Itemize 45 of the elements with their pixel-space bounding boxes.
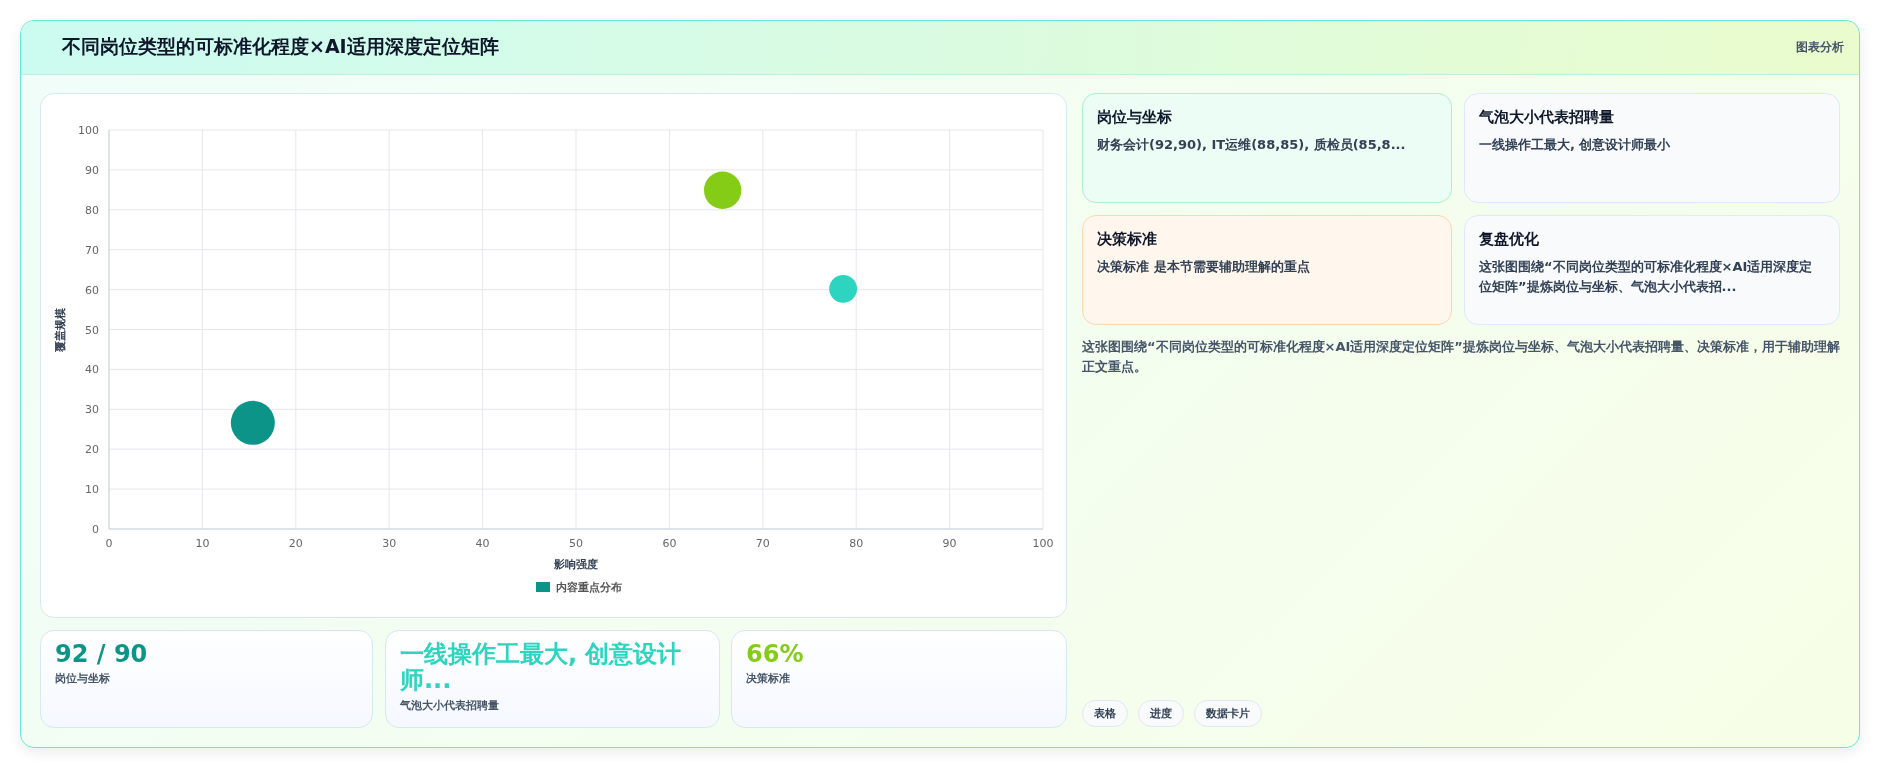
text: 财务会计(92,90), IT运维(88,85), 质检员(85,8... xyxy=(1097,136,1407,154)
y-tick-label: 40 xyxy=(85,363,99,377)
x-tick-label: 40 xyxy=(475,537,490,550)
chart-title: 不同岗位类型的可标准化程度×AI适用深度定位矩阵 xyxy=(62,34,499,59)
y-tick-label: 0 xyxy=(92,523,99,536)
text: 岗位与坐标 xyxy=(1097,108,1173,127)
y-tick-label: 90 xyxy=(85,163,99,177)
text: 66% xyxy=(746,640,805,668)
y-axis-title: 覆盖规模 xyxy=(54,306,67,353)
text: 一线操作工最大, 创意设计师最小 xyxy=(1479,136,1672,154)
x-tick-label: 60 xyxy=(662,537,677,550)
text: 气泡大小代表招聘量 xyxy=(1479,108,1615,127)
y-tick-label: 50 xyxy=(85,323,99,337)
text: 复盘优化 xyxy=(1479,230,1540,249)
text: 一线操作工最大, 创意设计师... xyxy=(400,640,683,695)
text: 图表分析 xyxy=(1796,39,1844,56)
y-tick-label: 30 xyxy=(85,403,99,417)
x-tick-label: 80 xyxy=(849,537,864,550)
x-tick-label: 0 xyxy=(105,537,113,550)
text: 进度 xyxy=(1138,700,1184,727)
text: 92 / 90 xyxy=(55,640,149,668)
y-tick-label: 70 xyxy=(85,243,99,257)
y-tick-label: 60 xyxy=(85,283,99,297)
legend-label: 内容重点分布 xyxy=(556,581,622,594)
x-axis-title: 影响强度 xyxy=(553,558,598,571)
text: 这张图围绕“不同岗位类型的可标准化程度×AI适用深度定位矩阵”提炼岗位与坐标、气泡大小代表招... xyxy=(1479,258,1814,296)
x-tick-label: 10 xyxy=(195,537,210,550)
text: 决策标准 xyxy=(1097,230,1158,249)
text: 表格 xyxy=(1082,700,1128,727)
x-tick-label: 100 xyxy=(1032,537,1054,550)
text: 气泡大小代表招聘量 xyxy=(400,697,500,713)
text: 数据卡片 xyxy=(1194,700,1262,727)
text: 岗位与坐标 xyxy=(55,671,111,687)
y-tick-label: 20 xyxy=(85,443,99,457)
text: 这张图围绕“不同岗位类型的可标准化程度×AI适用深度定位矩阵”提炼岗位与坐标、气泡大小代表招聘量、决策标准，用于辅助理解正文重点。 xyxy=(1082,338,1841,377)
x-tick-label: 30 xyxy=(382,537,397,550)
x-tick-label: 20 xyxy=(288,537,303,550)
text: 决策标准 xyxy=(746,671,791,687)
y-tick-label: 80 xyxy=(85,203,99,217)
x-tick-label: 50 xyxy=(569,537,583,550)
y-tick-label: 100 xyxy=(78,124,99,137)
text: 决策标准 是本节需要辅助理解的重点 xyxy=(1097,258,1311,276)
x-tick-label: 70 xyxy=(755,537,770,550)
y-tick-label: 10 xyxy=(85,483,99,497)
x-tick-label: 90 xyxy=(942,537,957,550)
